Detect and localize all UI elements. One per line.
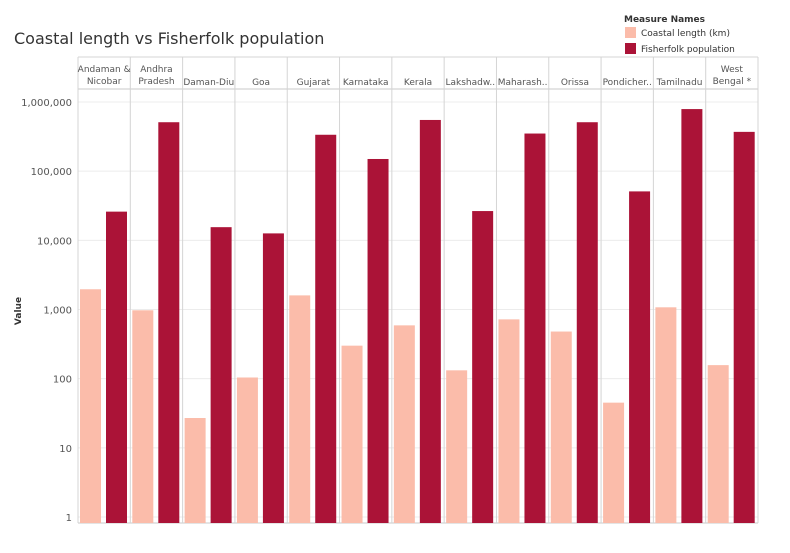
category-label-line: Bengal * (713, 77, 752, 87)
category-label-line: Nicobar (87, 77, 122, 87)
y-axis-title: Value (14, 297, 24, 325)
bar-coastal-length[interactable] (446, 370, 468, 523)
category-label-line: Pondicher.. (603, 78, 652, 88)
y-tick-label: 1,000,000 (21, 98, 72, 109)
category-label-line: Goa (252, 78, 270, 88)
chart-title: Coastal length vs Fisherfolk population (14, 29, 324, 48)
bar-fisherfolk-population[interactable] (733, 131, 755, 524)
bar-coastal-length[interactable] (289, 295, 311, 523)
bar-fisherfolk-population[interactable] (262, 233, 284, 523)
legend-title: Measure Names (624, 15, 705, 25)
category-label: Gujarat (297, 78, 331, 88)
y-tick-label: 100,000 (31, 167, 72, 178)
bars (80, 109, 755, 524)
category-label-line: Gujarat (297, 78, 331, 88)
bar-coastal-length[interactable] (236, 377, 258, 523)
y-tick-label: 100 (53, 375, 72, 386)
category-label-line: Andhra (140, 65, 173, 75)
bar-coastal-length[interactable] (655, 307, 677, 523)
bar-coastal-length[interactable] (341, 345, 363, 523)
category-label-line: Daman-Diu (183, 78, 234, 88)
category-label: Orissa (561, 78, 589, 88)
y-tick-label: 10,000 (37, 236, 72, 247)
panel-dividers (77, 56, 759, 524)
category-label-line: West (721, 65, 744, 75)
bar-coastal-length[interactable] (132, 310, 154, 523)
bar-coastal-length[interactable] (184, 417, 206, 523)
bar-fisherfolk-population[interactable] (629, 191, 651, 523)
y-tick-label: 1,000 (43, 306, 72, 317)
bar-fisherfolk-population[interactable] (524, 133, 546, 524)
bar-fisherfolk-population[interactable] (315, 134, 337, 523)
y-tick-label: 1 (66, 513, 72, 524)
category-label: Kerala (404, 78, 432, 88)
bar-coastal-length[interactable] (603, 402, 625, 523)
category-label: Karnataka (343, 78, 389, 88)
category-label: Daman-Diu (183, 78, 234, 88)
legend-label-coastal-length: Coastal length (km) (641, 29, 730, 39)
legend-swatch-coastal-length[interactable] (625, 27, 636, 38)
bar-coastal-length[interactable] (707, 365, 729, 523)
bar-fisherfolk-population[interactable] (106, 211, 127, 523)
column-headers: Andaman & Nicobar Andhra Pradesh Daman-Diu Go… (78, 65, 752, 88)
category-label: Andaman & Nicobar (78, 65, 131, 87)
bar-coastal-length[interactable] (80, 289, 101, 523)
bar-fisherfolk-population[interactable] (367, 158, 389, 524)
bar-fisherfolk-population[interactable] (576, 122, 598, 524)
category-label-line: Orissa (561, 78, 589, 88)
category-label: Pondicher.. (603, 78, 652, 88)
category-label-line: Andaman & (78, 65, 131, 75)
bar-coastal-length[interactable] (393, 325, 415, 523)
legend-label-fisherfolk-population: Fisherfolk population (641, 45, 735, 55)
category-label-line: Karnataka (343, 78, 389, 88)
category-label: Lakshadw.. (445, 78, 495, 88)
category-label-line: Kerala (404, 78, 432, 88)
category-label: Maharash.. (498, 78, 548, 88)
category-label-line: Pradesh (138, 77, 174, 87)
category-label-line: Maharash.. (498, 78, 548, 88)
category-label: West Bengal * (713, 65, 752, 87)
legend-swatch-fisherfolk-population[interactable] (625, 43, 636, 54)
category-label-line: Tamilnadu (656, 78, 703, 88)
bar-fisherfolk-population[interactable] (419, 119, 441, 523)
y-axis: 1 10 100 1,000 10,000 100,000 1,000,000 (21, 98, 72, 524)
bar-fisherfolk-population[interactable] (210, 227, 232, 523)
bar-fisherfolk-population[interactable] (158, 122, 180, 524)
bar-coastal-length[interactable] (550, 331, 572, 523)
category-label: Andhra Pradesh (138, 65, 174, 87)
category-label-line: Lakshadw.. (445, 78, 495, 88)
bar-fisherfolk-population[interactable] (472, 211, 494, 523)
category-label: Goa (252, 78, 270, 88)
y-tick-label: 10 (59, 444, 72, 455)
bar-fisherfolk-population[interactable] (681, 109, 703, 523)
legend: Measure Names Coastal length (km) Fisher… (624, 15, 735, 55)
category-label: Tamilnadu (656, 78, 703, 88)
bar-coastal-length[interactable] (498, 319, 520, 523)
